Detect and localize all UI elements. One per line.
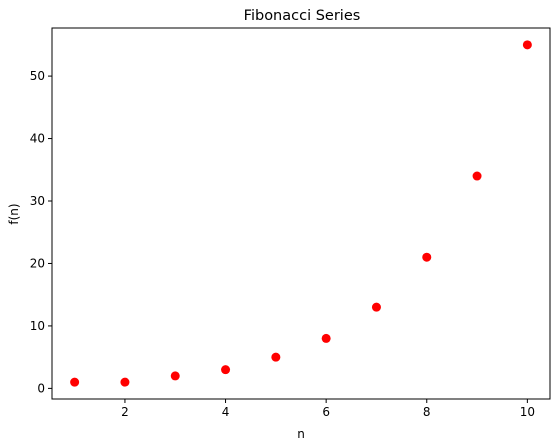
data-point [472, 171, 482, 181]
x-tick-label: 6 [322, 405, 330, 419]
chart-title: Fibonacci Series [244, 8, 361, 24]
data-point [522, 40, 532, 50]
y-tick-label: 50 [30, 69, 45, 83]
data-point [321, 333, 331, 343]
plot-frame [51, 27, 551, 400]
data-point [371, 302, 381, 312]
data-point [70, 377, 80, 387]
x-tick-label: 2 [121, 405, 129, 419]
plot-area: 2 4 6 8 10 0 10 20 30 40 50 [30, 40, 535, 419]
y-tick-label: 0 [37, 381, 45, 395]
y-tick-label: 40 [30, 132, 45, 146]
x-axis-label: n [297, 427, 305, 441]
x-tick-label: 10 [520, 405, 535, 419]
y-tick-label: 30 [30, 194, 45, 208]
data-point [422, 252, 432, 262]
data-point [170, 371, 180, 381]
data-point [221, 365, 231, 375]
y-tick-label: 20 [30, 256, 45, 270]
x-tick-label: 4 [222, 405, 230, 419]
y-axis-label: f(n) [7, 203, 21, 224]
x-tick-label: 8 [423, 405, 431, 419]
y-tick-label: 10 [30, 319, 45, 333]
data-point [120, 377, 130, 387]
data-point [271, 352, 281, 362]
